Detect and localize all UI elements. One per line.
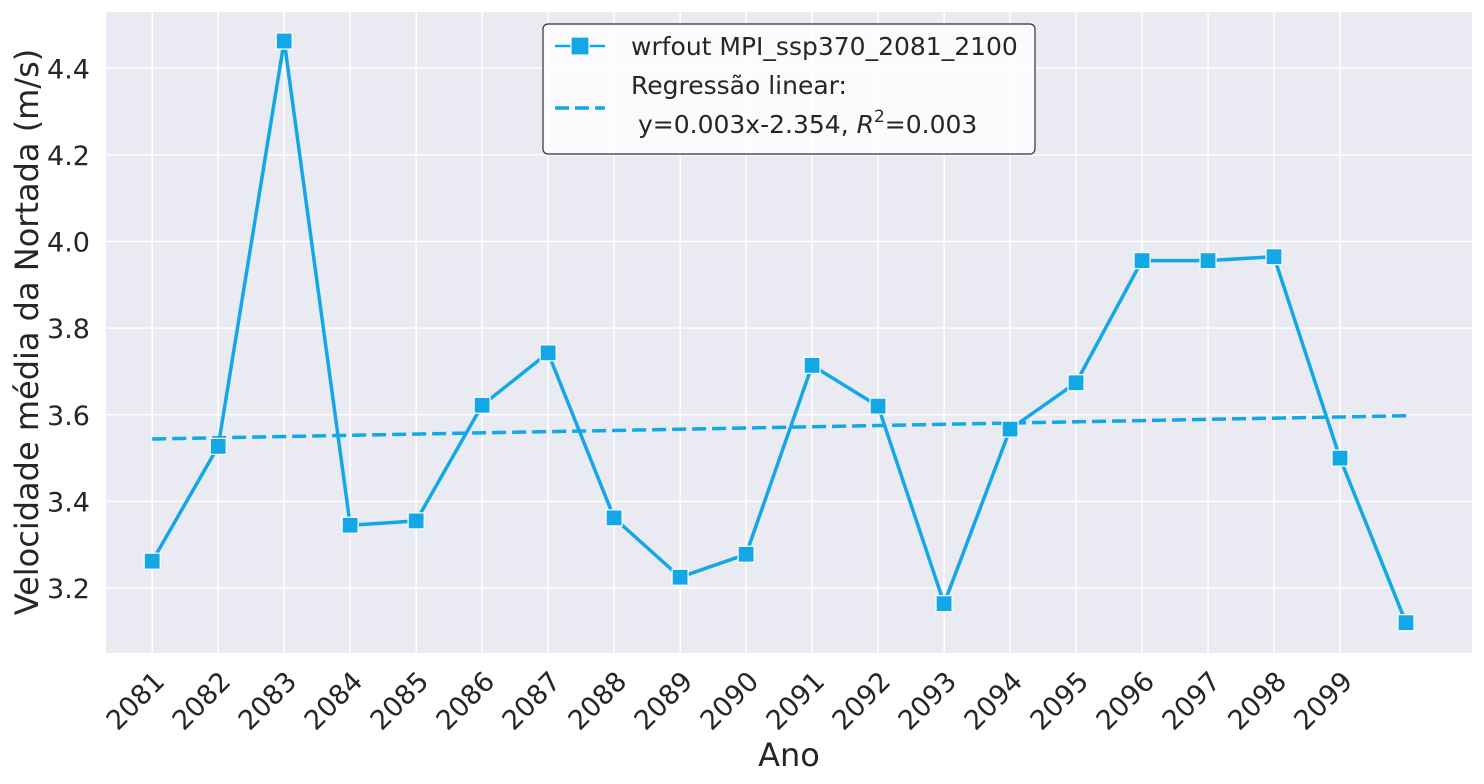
data-point-marker <box>275 32 293 50</box>
r-superscript: 2 <box>874 107 885 127</box>
x-tick-label: 2086 <box>431 666 502 737</box>
x-tick-labels: 2081208220832084208520862087208820892090… <box>101 666 1359 737</box>
x-tick-label: 2084 <box>299 666 370 737</box>
data-point-marker <box>539 344 557 362</box>
x-tick-label: 2091 <box>761 666 832 737</box>
x-tick-label: 2096 <box>1090 666 1161 737</box>
data-point-marker <box>737 545 755 563</box>
y-tick-label: 3.8 <box>47 314 90 345</box>
data-point-marker <box>1067 374 1085 392</box>
x-tick-label: 2098 <box>1222 666 1293 737</box>
legend-series-label: wrfout MPI_ssp370_2081_2100 <box>631 32 1018 61</box>
r-squared-value: =0.003 <box>885 110 978 139</box>
y-tick-labels: 3.2 3.4 3.6 3.8 4.0 4.2 4.4 <box>47 54 90 605</box>
y-tick-label: 3.6 <box>47 401 90 432</box>
legend-box <box>542 23 1036 155</box>
data-point-marker <box>935 595 953 613</box>
y-tick-label: 3.2 <box>47 574 90 605</box>
data-point-marker <box>1199 252 1217 270</box>
r-symbol: R <box>857 110 874 139</box>
data-point-marker <box>1397 614 1415 632</box>
series-layer <box>143 32 1415 632</box>
y-tick-label: 4.2 <box>47 141 90 172</box>
x-tick-label: 2089 <box>629 666 700 737</box>
x-tick-label: 2090 <box>695 666 766 737</box>
x-tick-label: 2094 <box>959 666 1030 737</box>
data-point-marker <box>869 397 887 415</box>
data-point-marker <box>209 437 227 456</box>
x-tick-label: 2085 <box>365 666 436 737</box>
data-point-marker <box>407 512 425 530</box>
legend: wrfout MPI_ssp370_2081_2100 Regressão li… <box>542 23 1036 155</box>
data-markers <box>143 32 1415 632</box>
x-gridlines <box>151 12 1341 653</box>
y-tick-label: 4.0 <box>47 228 90 259</box>
y-tick-label: 4.4 <box>47 54 90 85</box>
data-point-marker <box>803 356 821 375</box>
data-point-marker <box>1133 252 1151 270</box>
data-point-marker <box>671 568 689 586</box>
x-tick-label: 2099 <box>1288 666 1359 737</box>
legend-series-swatch-marker <box>570 36 590 56</box>
x-tick-label: 2088 <box>563 666 634 737</box>
series-line <box>150 39 1408 624</box>
data-point-marker <box>605 509 623 527</box>
x-tick-label: 2083 <box>233 666 304 737</box>
data-point-marker <box>1331 449 1349 467</box>
x-tick-label: 2097 <box>1156 666 1227 737</box>
x-tick-label: 2095 <box>1024 666 1095 737</box>
data-point-marker <box>1265 248 1283 266</box>
data-point-marker <box>1001 420 1019 438</box>
x-tick-label: 2092 <box>827 666 898 737</box>
legend-regression-label-line2: y=0.003x-2.354, R2=0.003 <box>638 107 977 139</box>
x-tick-label: 2087 <box>497 666 568 737</box>
x-tick-label: 2081 <box>101 666 172 737</box>
y-axis-title: Velocidade média da Nortada (m/s) <box>8 49 46 616</box>
regression-line <box>152 413 1407 441</box>
data-point-marker <box>341 516 359 534</box>
data-point-marker <box>143 552 161 570</box>
regression-equation: y=0.003x-2.354, <box>638 110 857 139</box>
x-tick-label: 2082 <box>167 666 238 737</box>
y-tick-label: 3.4 <box>47 487 90 518</box>
x-axis-title: Ano <box>758 736 820 774</box>
legend-regression-label-line1: Regressão linear: <box>631 71 847 100</box>
data-point-marker <box>473 396 491 414</box>
x-tick-label: 2093 <box>893 666 964 737</box>
